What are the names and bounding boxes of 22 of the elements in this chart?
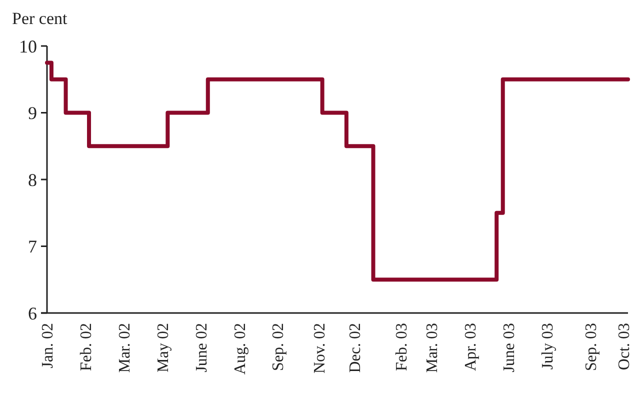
y-tick-label: 7	[28, 236, 37, 257]
y-tick-label: 6	[28, 303, 37, 324]
x-tick-label: June 03	[500, 323, 518, 372]
x-tick-label: Jan. 02	[40, 323, 57, 368]
y-axis-title: Per cent	[12, 9, 68, 28]
x-tick-label: Nov. 02	[311, 323, 328, 374]
x-tick-label: Feb. 02	[78, 323, 96, 371]
x-tick-label: Mar. 02	[116, 323, 134, 373]
x-tick-label: Apr. 03	[462, 323, 480, 371]
x-tick-label: Mar. 03	[424, 323, 441, 373]
y-tick-label: 10	[19, 36, 37, 56]
x-tick-label: Sep. 03	[583, 323, 600, 371]
x-tick-label: June 02	[193, 323, 210, 372]
x-tick-label: Feb. 03	[394, 323, 411, 371]
x-tick-label: Dec. 02	[347, 323, 364, 373]
x-tick-label: May 02	[154, 323, 172, 372]
y-tick-label: 9	[28, 103, 37, 124]
x-tick-label: Sep. 02	[270, 323, 288, 371]
y-tick-label: 8	[28, 170, 37, 190]
x-tick-label: Aug. 02	[232, 323, 249, 375]
x-tick-label: July 03	[539, 323, 556, 370]
x-tick-label: Oct. 03	[616, 323, 633, 370]
